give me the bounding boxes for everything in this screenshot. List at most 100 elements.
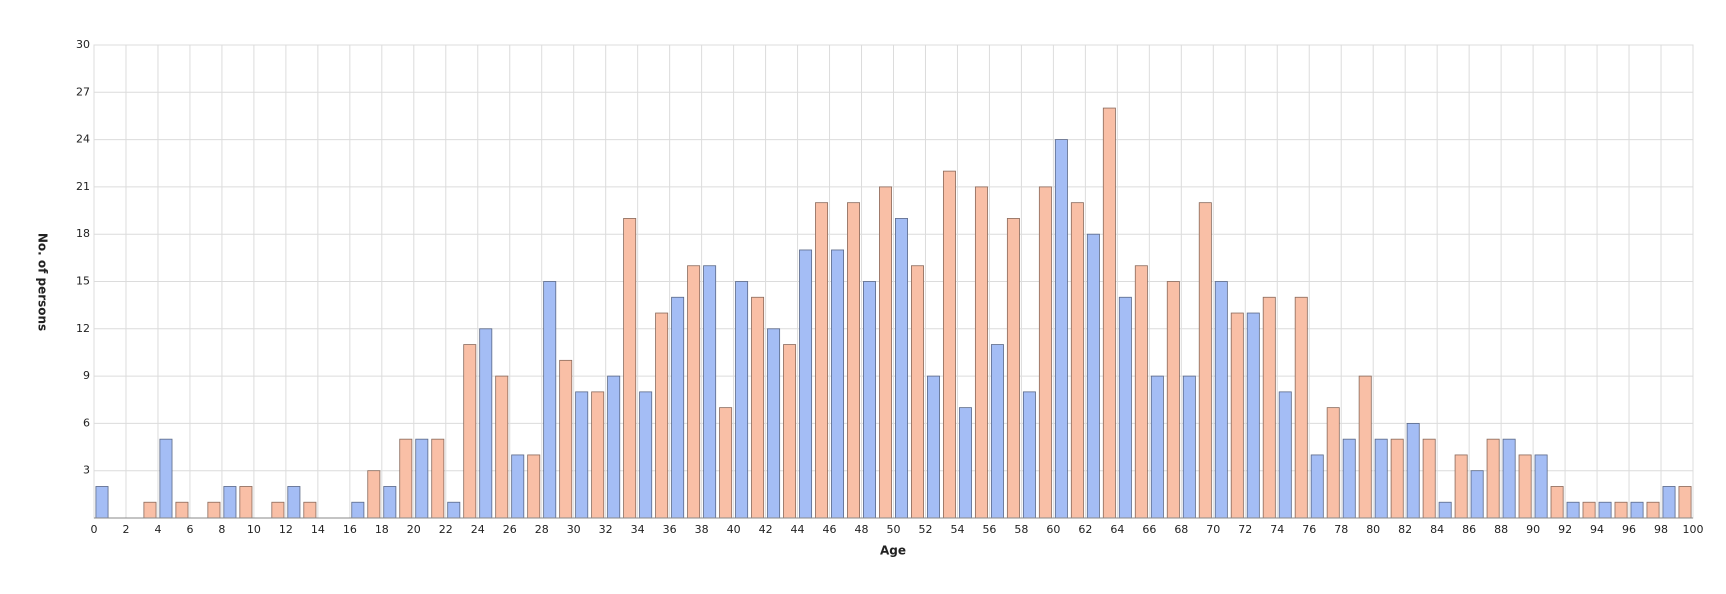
bar [1150,375,1164,519]
bar [1022,391,1036,519]
bar [1278,391,1292,519]
y-tick-label: 30 [76,38,90,51]
x-tick-label: 70 [1206,523,1220,536]
x-tick-label: 28 [535,523,549,536]
bar [1662,486,1676,519]
x-tick-label: 50 [887,523,901,536]
bar [1054,139,1068,519]
x-tick-label: 30 [567,523,581,536]
bar [1198,202,1212,519]
x-tick-label: 94 [1590,523,1604,536]
bar [495,375,509,519]
bar [942,170,956,519]
bar [1038,186,1052,519]
y-tick-label: 24 [76,133,90,146]
bar [543,281,557,519]
bar [95,486,109,519]
bar [1326,407,1340,519]
bar [1422,438,1436,519]
bar [990,344,1004,519]
bar [303,501,317,519]
x-tick-label: 36 [663,523,677,536]
bar [223,486,237,519]
bar [1294,296,1308,519]
x-tick-label: 38 [695,523,709,536]
bar [383,486,397,519]
bar [143,501,157,519]
bar [1406,422,1420,519]
bar [1246,312,1260,519]
bar [175,501,189,519]
bar [1678,486,1692,519]
bar [799,249,813,519]
bar [1342,438,1356,519]
x-tick-label: 42 [759,523,773,536]
y-tick-label: 27 [76,85,90,98]
bar [895,218,908,519]
bar [1102,107,1116,519]
bar [1374,438,1388,519]
x-tick-label: 68 [1174,523,1188,536]
bar [1630,501,1644,519]
x-tick-label: 74 [1270,523,1284,536]
bar [751,296,765,519]
y-tick-label: 3 [83,464,90,477]
x-tick-label: 0 [91,523,98,536]
y-tick-label: 15 [76,275,90,288]
bar [1358,375,1372,519]
bar [1550,486,1564,519]
bar [575,391,589,519]
bar [1454,454,1468,519]
bar [1582,501,1596,519]
bar [879,186,892,519]
x-tick-label: 16 [343,523,357,536]
bar [974,186,988,519]
bar [1166,281,1180,519]
bar [1518,454,1532,519]
bar [1070,202,1084,519]
bar [863,281,876,519]
bar [655,312,669,519]
bar [479,328,493,519]
bar [287,486,301,519]
bar [399,438,413,519]
y-tick-label: 6 [83,416,90,429]
bar [1502,438,1516,519]
x-tick-label: 6 [186,523,193,536]
bar [1646,501,1660,519]
bar [463,344,477,519]
y-axis-title: No. of persons [36,233,50,331]
bar [703,265,717,519]
x-tick-label: 92 [1558,523,1572,536]
x-tick-label: 32 [599,523,613,536]
x-tick-label: 24 [471,523,485,536]
x-tick-label: 78 [1334,523,1348,536]
x-tick-label: 26 [503,523,517,536]
bar [207,501,221,519]
x-tick-label: 80 [1366,523,1380,536]
x-tick-label: 8 [218,523,225,536]
bar [639,391,653,519]
bar [159,438,173,519]
x-axis-title: Age [880,544,906,558]
bar [783,344,797,519]
x-tick-label: 62 [1078,523,1092,536]
bar [431,438,445,519]
x-tick-label: 2 [122,523,129,536]
bar [1230,312,1244,519]
bar [1614,501,1628,519]
bar [591,391,605,519]
x-tick-label: 14 [311,523,325,536]
x-tick-label: 86 [1462,523,1476,536]
y-tick-label: 9 [83,369,90,382]
bar [415,438,429,519]
bar [831,249,845,519]
bar [1214,281,1228,519]
x-tick-label: 76 [1302,523,1316,536]
bar [767,328,781,519]
bar [1086,233,1100,519]
bar [351,501,365,519]
bar [1390,438,1404,519]
x-tick-label: 18 [375,523,389,536]
bar [447,501,461,519]
